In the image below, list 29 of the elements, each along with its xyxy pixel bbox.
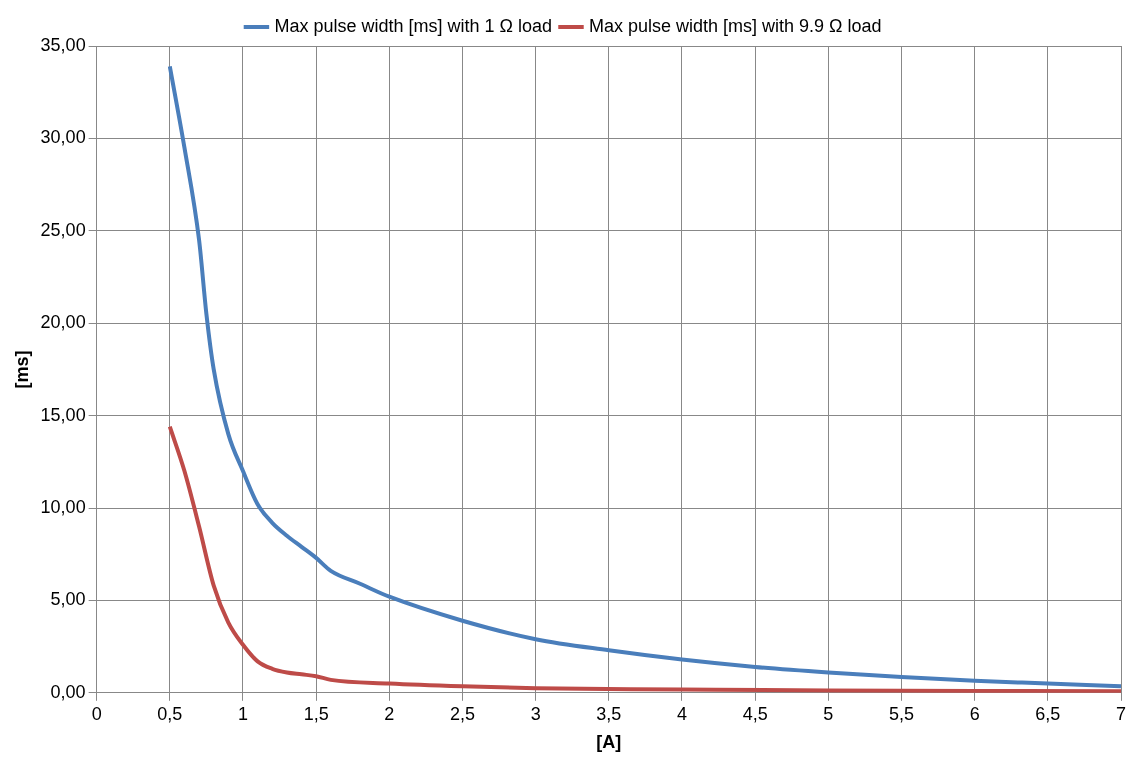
y-tick-label: 10,00 [40,496,86,517]
x-tick-label: 3,5 [596,703,622,724]
x-tick-label: 0 [91,703,102,724]
x-tick-label: 4 [676,703,687,724]
x-tick-label: 1 [237,703,248,724]
x-tick-label: 2 [384,703,395,724]
x-tick-label: 4,5 [742,703,768,724]
y-tick-label: 35,00 [40,34,86,55]
y-tick-label: 5,00 [50,589,86,610]
x-tick-label: 0,5 [157,703,183,724]
line-series [167,64,1121,689]
x-tick-label: 7 [1115,703,1127,724]
y-tick-label: 25,00 [40,219,86,240]
x-tick-label: 6,5 [1035,703,1061,724]
legend-label: Max pulse width [ms] with 1 Ω load [274,15,552,36]
x-tick-label: 3 [530,703,541,724]
y-tick-label: 0,00 [50,681,86,702]
legend-label: Max pulse width [ms] with 9.9 Ω load [588,15,882,36]
y-tick-label: 15,00 [40,404,86,425]
x-tick-label: 1,5 [303,703,329,724]
y-tick-label: 30,00 [40,127,86,148]
y-tick-label: 20,00 [40,312,86,333]
x-axis-title: [A] [596,732,622,753]
y-axis-title: [ms] [11,350,32,389]
line-series [167,424,1121,693]
x-tick-label: 2,5 [449,703,475,724]
x-tick-label: 6 [969,703,980,724]
x-tick-label: 5 [823,703,834,724]
x-tick-label: 5,5 [888,703,915,724]
